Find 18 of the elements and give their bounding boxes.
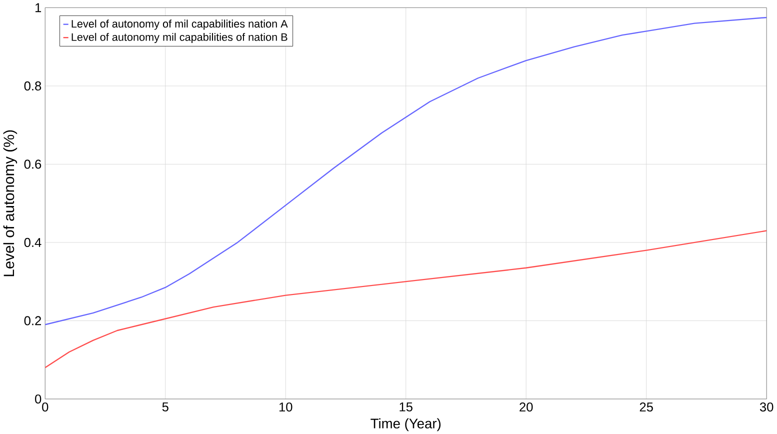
y-tick-label: 0 [35, 394, 42, 404]
x-axis-title: Time (Year) [370, 418, 441, 431]
y-tick-label: 0.8 [24, 81, 42, 90]
x-tick-label: 30 [760, 402, 774, 412]
x-tick-label: 10 [279, 402, 292, 412]
y-tick-label: 0.2 [24, 316, 41, 326]
x-tick-label: 15 [400, 402, 412, 412]
x-tick-label: 20 [520, 402, 533, 412]
x-tick-label: 0 [42, 402, 48, 412]
line-series [45, 16, 767, 326]
legend-label: Level of autonomy of mil capabilities nation A [72, 19, 288, 30]
y-tick-label: 1 [35, 3, 42, 12]
y-tick-label: 0.6 [24, 159, 42, 169]
y-tick-label: 0.4 [24, 238, 42, 247]
x-tick-label: 25 [640, 402, 653, 412]
x-tick-label: 5 [162, 402, 168, 412]
y-axis-title: Level of autonomy (%) [3, 130, 18, 276]
legend-label: Level of autonomy mil capabilities of nation B [72, 32, 288, 43]
